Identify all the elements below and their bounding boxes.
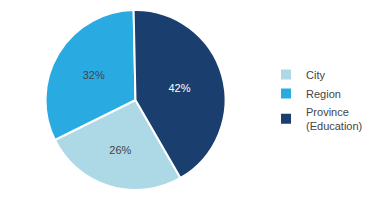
svg-text:26%: 26% (109, 144, 131, 156)
svg-text:Region: Region (306, 88, 341, 100)
svg-text:Province(Education): Province(Education) (306, 106, 362, 132)
svg-text:City: City (306, 69, 325, 81)
svg-text:42%: 42% (168, 82, 190, 94)
svg-text:32%: 32% (83, 69, 105, 81)
